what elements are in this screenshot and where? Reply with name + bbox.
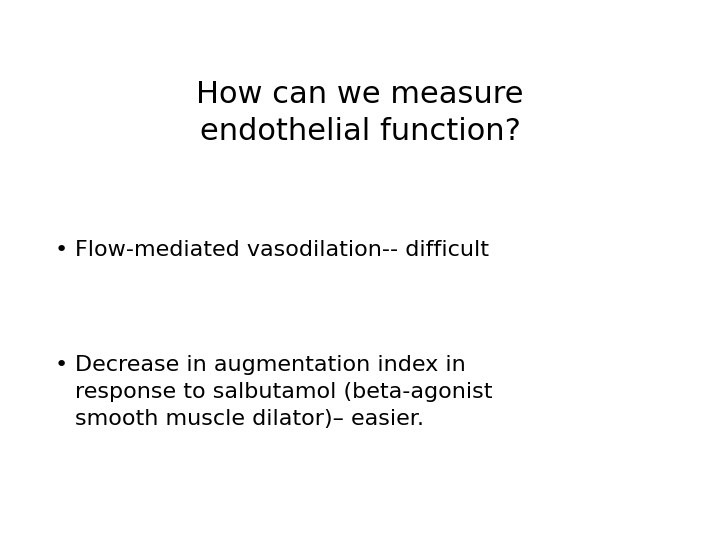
Text: How can we measure
endothelial function?: How can we measure endothelial function? [197, 80, 523, 146]
Text: •: • [55, 240, 68, 260]
Text: Flow-mediated vasodilation-- difficult: Flow-mediated vasodilation-- difficult [75, 240, 489, 260]
Text: Decrease in augmentation index in
response to salbutamol (beta-agonist
smooth mu: Decrease in augmentation index in respon… [75, 355, 492, 429]
Text: •: • [55, 355, 68, 375]
